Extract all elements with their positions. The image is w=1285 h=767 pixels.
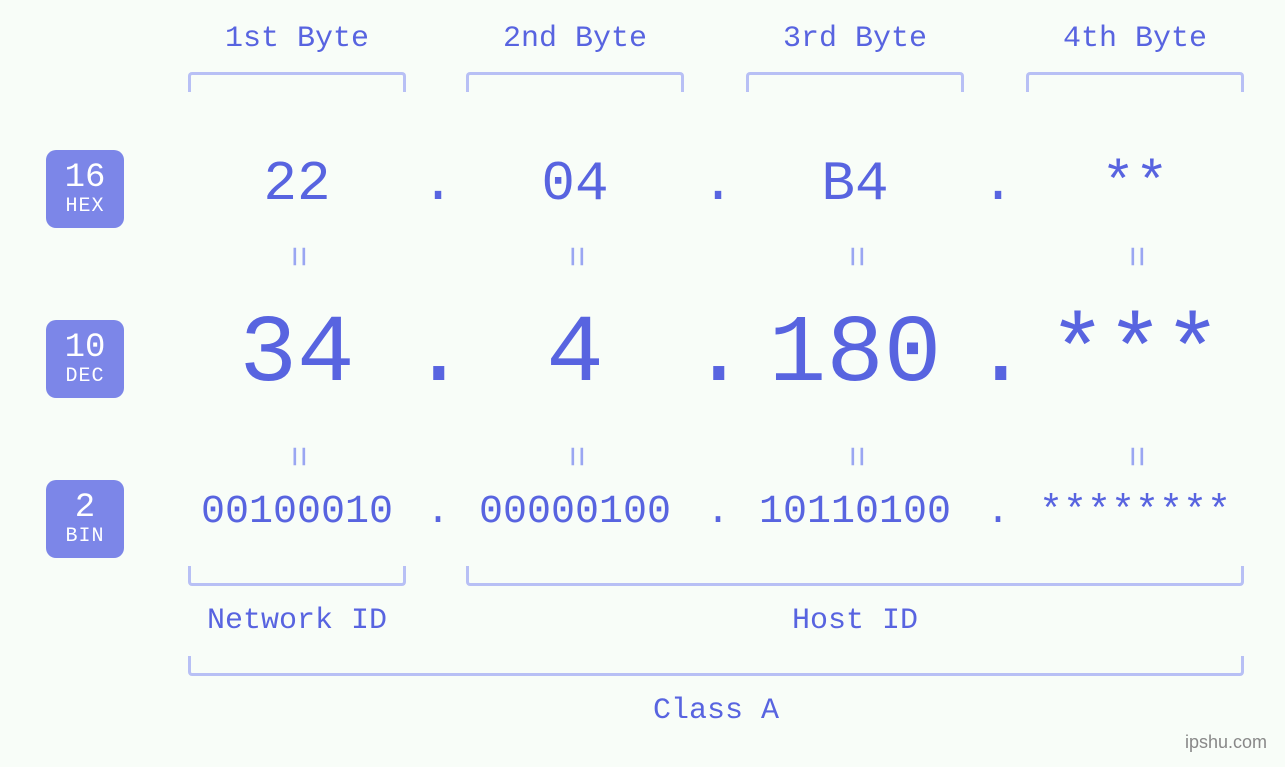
host-id-label: Host ID: [456, 604, 1254, 638]
byte-header: 1st Byte: [178, 22, 416, 56]
bin-value: 00100010: [178, 490, 416, 535]
byte-header: 2nd Byte: [456, 22, 694, 56]
dot-icon: .: [418, 152, 458, 216]
dot-icon: .: [698, 152, 738, 216]
dot-icon: .: [972, 300, 1012, 409]
top-bracket-icon: [1026, 72, 1244, 92]
byte-col-1: 1st Byte 22 = 34 = 00100010: [178, 0, 416, 767]
bottom-bracket-network-icon: [188, 566, 406, 586]
badge-base-label: HEX: [65, 197, 104, 217]
equals-icon: =: [1115, 338, 1156, 576]
top-bracket-icon: [466, 72, 684, 92]
bin-value: ********: [1016, 490, 1254, 535]
bin-value: 00000100: [456, 490, 694, 535]
dot-icon: .: [690, 300, 730, 409]
badge-hex: 16 HEX: [46, 150, 124, 228]
byte-header: 3rd Byte: [736, 22, 974, 56]
dot-icon: .: [698, 490, 738, 535]
class-label: Class A: [178, 694, 1254, 728]
equals-icon: =: [277, 338, 318, 576]
badge-base-label: BIN: [65, 527, 104, 547]
byte-col-4: 4th Byte ** = *** = ********: [1016, 0, 1254, 767]
badge-base-num: 10: [65, 331, 106, 365]
equals-icon: =: [835, 338, 876, 576]
badge-bin: 2 BIN: [46, 480, 124, 558]
top-bracket-icon: [746, 72, 964, 92]
dot-icon: .: [978, 152, 1018, 216]
bin-value: 10110100: [736, 490, 974, 535]
badge-base-label: DEC: [65, 367, 104, 387]
top-bracket-icon: [188, 72, 406, 92]
byte-header: 4th Byte: [1016, 22, 1254, 56]
network-id-label: Network ID: [178, 604, 416, 638]
byte-col-2: 2nd Byte 04 = 4 = 00000100: [456, 0, 694, 767]
byte-col-3: 3rd Byte B4 = 180 = 10110100: [736, 0, 974, 767]
badge-base-num: 16: [65, 161, 106, 195]
dot-icon: .: [418, 490, 458, 535]
dot-icon: .: [410, 300, 450, 409]
bottom-bracket-host-icon: [466, 566, 1244, 586]
equals-icon: =: [555, 338, 596, 576]
badge-dec: 10 DEC: [46, 320, 124, 398]
watermark: ipshu.com: [1185, 732, 1267, 753]
dot-icon: .: [978, 490, 1018, 535]
columns-area: 1st Byte 22 = 34 = 00100010 2nd Byte 04 …: [160, 0, 1245, 767]
ip-diagram: 16 HEX 10 DEC 2 BIN 1st Byte 22 = 34 = 0…: [0, 0, 1285, 767]
badge-base-num: 2: [75, 491, 95, 525]
class-bracket-icon: [188, 656, 1244, 676]
